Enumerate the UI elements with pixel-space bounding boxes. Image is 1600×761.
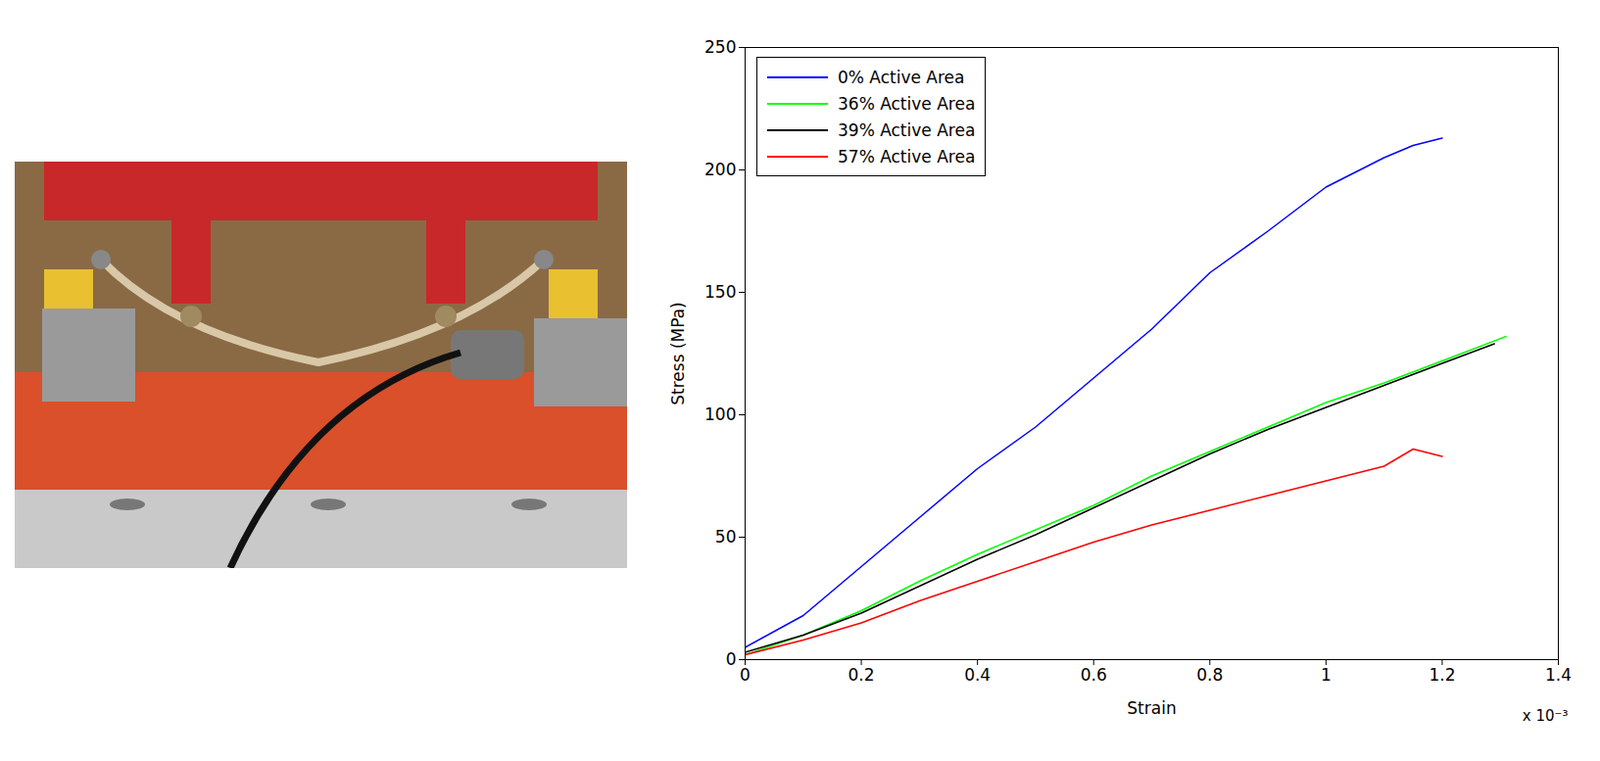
svg-text:1: 1	[1320, 665, 1332, 685]
svg-text:200: 200	[704, 159, 736, 180]
svg-text:x 10⁻³: x 10⁻³	[1522, 707, 1569, 726]
svg-text:0.2: 0.2	[848, 665, 875, 685]
html-text:36% Active Area: 36% Active Area	[837, 93, 976, 114]
html-text:39% Active Area: 39% Active Area	[837, 120, 976, 140]
svg-text:1.2: 1.2	[1428, 665, 1455, 685]
svg-text:150: 150	[704, 282, 736, 302]
svg-text:0.6: 0.6	[1080, 665, 1108, 685]
svg-text:Stress (MPa): Stress (MPa)	[668, 301, 688, 406]
svg-text:1.4: 1.4	[1545, 665, 1572, 685]
html-text:57% Active Area: 57% Active Area	[837, 146, 976, 167]
svg-text:0.4: 0.4	[964, 665, 991, 685]
svg-text:50: 50	[715, 527, 737, 547]
html-text:0% Active Area: 0% Active Area	[837, 67, 965, 87]
svg-text:250: 250	[704, 37, 736, 57]
svg-text:0: 0	[739, 665, 751, 685]
svg-text:Strain: Strain	[1126, 698, 1176, 719]
svg-text:0.8: 0.8	[1196, 665, 1223, 685]
svg-text:100: 100	[704, 404, 736, 425]
svg-text:0: 0	[726, 649, 737, 670]
